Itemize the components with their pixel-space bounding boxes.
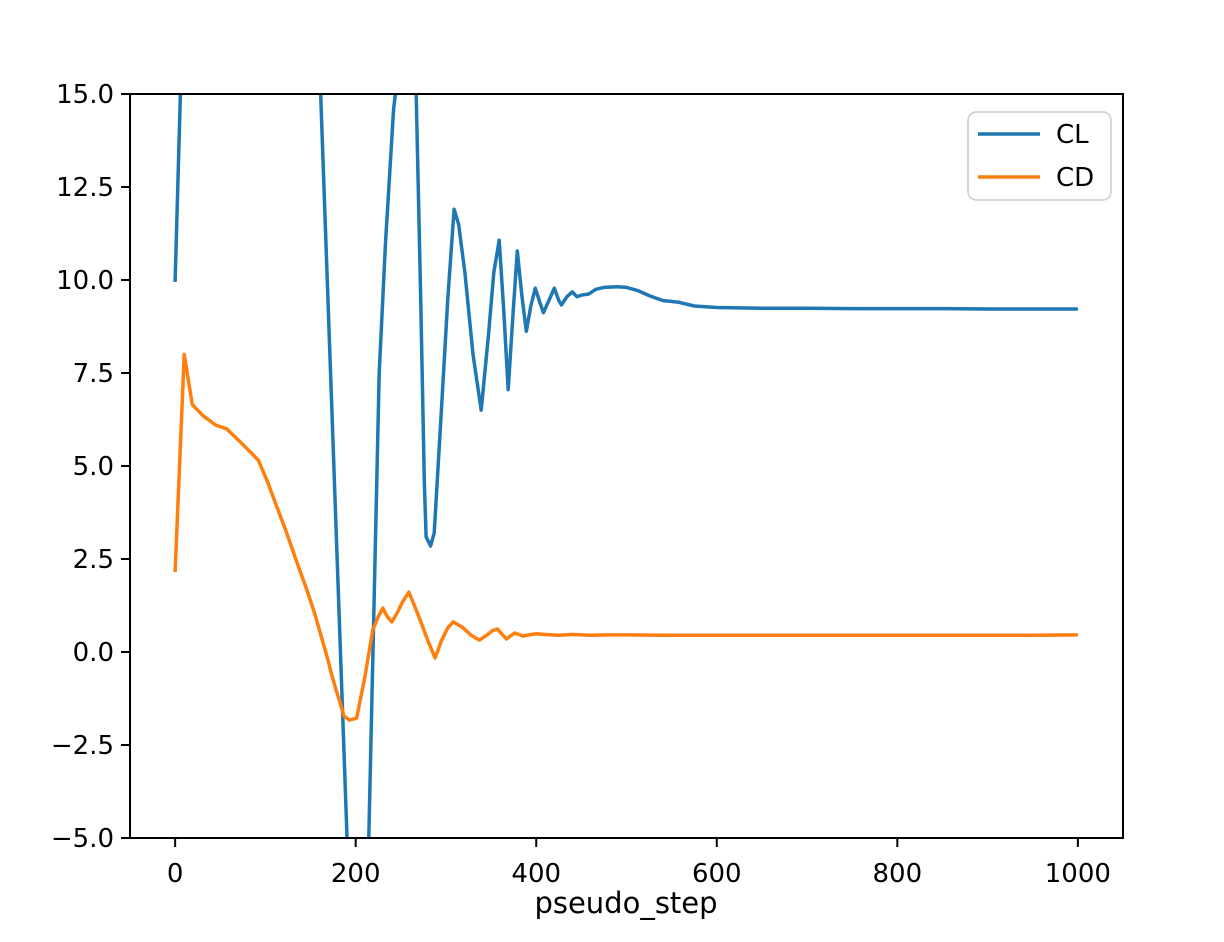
x-tick-label-600: 600 [692,859,742,889]
legend-label-cl: CL [1056,120,1089,150]
x-tick-label-200: 200 [331,859,381,889]
series-line-cd [173,352,1078,722]
x-tick-label-800: 800 [872,859,922,889]
legend-label-cd: CD [1056,163,1094,193]
series-lines [173,94,1078,838]
y-tick-label-0.0: 0.0 [73,638,114,668]
y-tick-label-15.0: 15.0 [56,80,114,110]
y-tick-label-10.0: 10.0 [56,266,114,296]
y-tick-label-−2.5: −2.5 [51,731,114,761]
x-tick-label-0: 0 [167,859,184,889]
y-tick-label-7.5: 7.5 [73,359,114,389]
legend: CL CD [967,111,1112,201]
y-axis-ticks: 15.0 12.5 10.0 7.5 5.0 2.5 0.0 −2.5 −5.0 [51,80,130,854]
x-axis-ticks: 0 200 400 600 800 1000 [167,838,1111,889]
y-tick-label-2.5: 2.5 [73,545,114,575]
x-axis-label: pseudo_step [534,886,717,920]
x-tick-label-1000: 1000 [1045,859,1111,889]
y-tick-label-5.0: 5.0 [73,452,114,482]
series-line-cl [173,94,1078,838]
y-tick-label-−5.0: −5.0 [51,824,114,854]
y-tick-label-12.5: 12.5 [56,173,114,203]
plot-area: 0 200 400 600 800 1000 15.0 12.5 10.0 7.5 5.0 2.5 0… [51,80,1124,920]
x-tick-label-400: 400 [511,859,561,889]
